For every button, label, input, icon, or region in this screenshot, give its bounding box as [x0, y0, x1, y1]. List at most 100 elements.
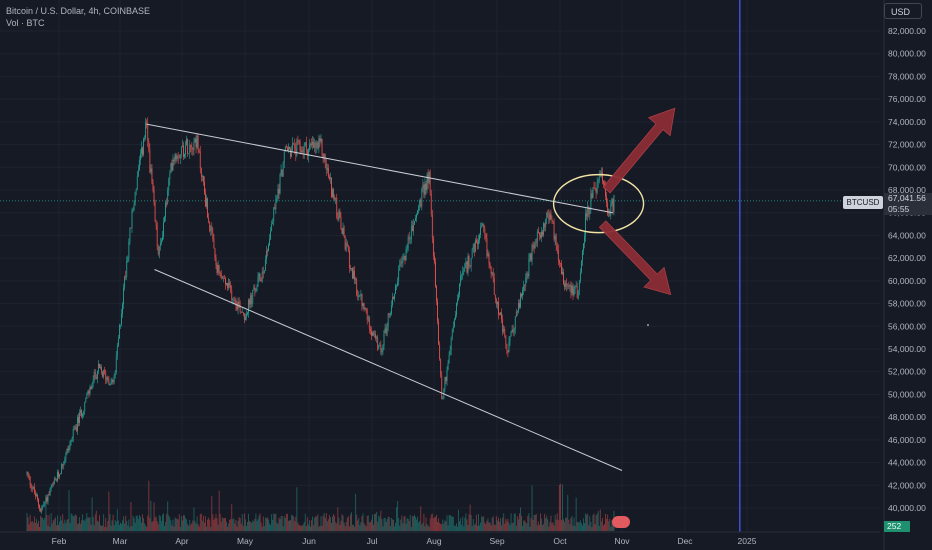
candle-body: [378, 345, 380, 350]
candle-body: [39, 504, 40, 510]
volume-bar: [543, 523, 545, 531]
candle-body: [269, 239, 270, 245]
volume-bar: [556, 513, 558, 531]
arrow-down[interactable]: [598, 220, 672, 296]
volume-bar: [215, 513, 217, 531]
volume-bar: [60, 516, 62, 531]
volume-bar: [71, 514, 73, 531]
candle-body: [318, 138, 320, 149]
candle-body: [105, 372, 107, 381]
volume-bar: [286, 513, 288, 531]
candle-body: [432, 238, 434, 256]
volume-indicator-label[interactable]: Vol · BTC: [6, 18, 45, 28]
candlestick-series: [26, 117, 615, 514]
candle-body: [383, 330, 385, 346]
volume-bar: [138, 514, 140, 531]
candle-body: [103, 370, 105, 377]
candle-body: [519, 303, 520, 308]
volume-bar: [441, 524, 443, 531]
volume-bar: [482, 516, 484, 531]
price-scale[interactable]: 82,000.00 80,000.00 78,000.00 76,000.00 74,0…: [883, 0, 932, 550]
candle-body: [605, 185, 606, 197]
volume-bar: [276, 522, 278, 531]
volume-bar: [472, 519, 474, 531]
candle-body: [44, 501, 46, 505]
volume-bar: [421, 524, 423, 531]
candle-body: [321, 138, 323, 155]
volume-bar: [500, 518, 501, 531]
candle-body: [604, 183, 605, 186]
candle-body: [341, 228, 343, 234]
volume-bar: [218, 490, 220, 531]
candle-body: [62, 464, 64, 466]
candle-body: [361, 293, 363, 306]
candle-body: [124, 276, 126, 288]
candle-body: [170, 162, 172, 174]
candle-body: [221, 276, 223, 279]
candle-body: [220, 273, 222, 277]
candle-body: [313, 141, 315, 148]
candle-body: [561, 263, 562, 274]
candle-body: [200, 168, 202, 177]
highlight-ellipse[interactable]: [552, 173, 645, 234]
volume-bar: [451, 516, 453, 531]
volume-bar: [213, 519, 215, 531]
symbol-title[interactable]: Bitcoin / U.S. Dollar, 4h, COINBASE: [6, 6, 151, 16]
volume-bar: [294, 520, 296, 531]
candle-body: [410, 225, 412, 239]
candle-body: [74, 426, 76, 430]
volume-bar: [402, 523, 404, 531]
volume-bar: [229, 519, 231, 531]
candle-body: [108, 380, 110, 385]
time-scale[interactable]: Feb Mar Apr May Jun Jul Aug Sep Oct Nov Dec 2025: [0, 531, 880, 546]
volume-bar: [148, 480, 150, 531]
volume-bar: [516, 516, 518, 531]
volume-bar: [279, 519, 281, 531]
volume-bar: [368, 522, 370, 531]
candle-body: [480, 227, 481, 236]
candle-body: [523, 285, 525, 291]
volume-bar: [152, 521, 154, 531]
volume-bar: [141, 522, 142, 531]
candle-body: [156, 225, 158, 247]
volume-bar: [170, 520, 172, 531]
candle-body: [212, 232, 214, 239]
volume-bar: [334, 515, 336, 531]
arrow-up[interactable]: [602, 107, 676, 194]
volume-bar: [85, 518, 87, 531]
volume-bar: [498, 517, 499, 531]
volume-bar: [456, 523, 457, 531]
candle-body: [564, 284, 565, 287]
candle-body: [281, 169, 283, 177]
trendline[interactable]: [154, 269, 623, 471]
volume-bar: [214, 517, 216, 531]
candle-body: [310, 143, 311, 145]
volume-bar: [223, 517, 225, 531]
volume-bar: [343, 522, 345, 531]
trendline[interactable]: [146, 123, 613, 214]
volume-bar: [239, 518, 241, 531]
price-tick-label: 80,000.00: [888, 49, 926, 59]
price-tick-label: 54,000.00: [888, 344, 926, 354]
volume-bar: [233, 518, 235, 531]
candle-body: [532, 245, 534, 246]
volume-bar: [246, 525, 247, 531]
candle-body: [381, 351, 383, 353]
volume-bar: [493, 524, 495, 531]
volume-bar: [204, 522, 205, 531]
candle-body: [96, 370, 98, 379]
currency-button[interactable]: USD: [884, 3, 922, 19]
volume-bar: [611, 520, 613, 531]
volume-bar: [122, 520, 123, 531]
candle-body: [547, 212, 549, 215]
drawing-layer[interactable]: [146, 0, 741, 532]
candle-body: [498, 302, 499, 315]
volume-bar: [225, 518, 226, 531]
candle-body: [75, 426, 77, 432]
time-tick-label: Sep: [489, 536, 504, 546]
candle-body: [339, 210, 341, 218]
volume-bar: [566, 517, 568, 531]
volume-bar: [479, 525, 480, 531]
volume-bar: [436, 514, 437, 531]
